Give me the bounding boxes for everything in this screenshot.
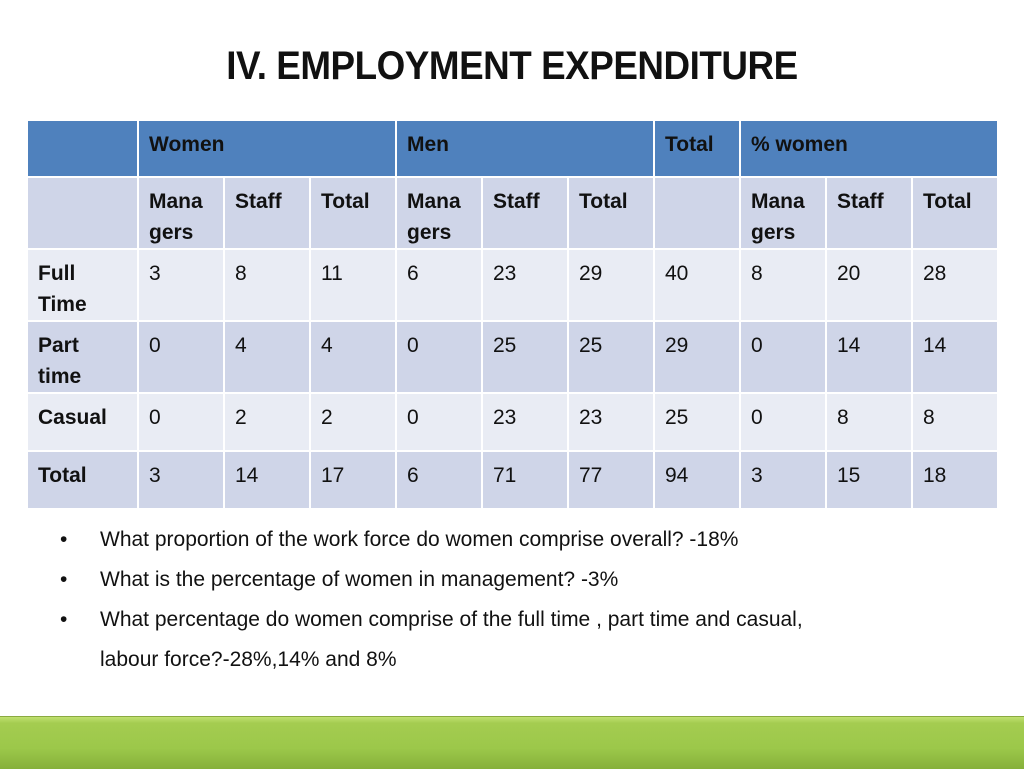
sub-header-row: Mana gers Staff Total Mana gers Staff Total Ma… xyxy=(26,176,999,250)
bullet-text: What percentage do women comprise of the… xyxy=(100,608,803,631)
bullet-text: What is the percentage of women in manag… xyxy=(100,568,619,591)
table-cell: 8 xyxy=(739,248,827,322)
table-cell: 17 xyxy=(309,450,397,510)
table-cell: 2 xyxy=(309,392,397,452)
row-label: Casual xyxy=(26,392,139,452)
table-cell: 3 xyxy=(739,450,827,510)
table-cell: 20 xyxy=(825,248,913,322)
table-cell: 25 xyxy=(567,320,655,394)
group-header-row: Women Men Total% women xyxy=(26,119,999,178)
sub-header-cell: Total xyxy=(911,176,999,250)
group-header-cell xyxy=(26,119,139,178)
table-cell: 40 xyxy=(653,248,741,322)
table-cell: 8 xyxy=(825,392,913,452)
table-cell: 29 xyxy=(653,320,741,394)
table-cell: 6 xyxy=(395,450,483,510)
table-cell: 15 xyxy=(825,450,913,510)
table-cell: 28 xyxy=(911,248,999,322)
table-cell: 23 xyxy=(567,392,655,452)
bullet-text: What proportion of the work force do wom… xyxy=(100,528,739,551)
table-cell: 77 xyxy=(567,450,655,510)
table-cell: 25 xyxy=(481,320,569,394)
group-header-cell: Total xyxy=(653,119,741,178)
sub-header-cell: Total xyxy=(309,176,397,250)
group-header-cell: Men xyxy=(395,119,655,178)
table-cell: 14 xyxy=(911,320,999,394)
sub-header-cell: Mana gers xyxy=(739,176,827,250)
table-cell: 0 xyxy=(739,392,827,452)
sub-header-cell: Mana gers xyxy=(395,176,483,250)
group-header-cell: Women xyxy=(137,119,397,178)
table-cell: 11 xyxy=(309,248,397,322)
group-header-cell: % women xyxy=(739,119,999,178)
table-cell: 4 xyxy=(223,320,311,394)
sub-header-cell: Staff xyxy=(481,176,569,250)
table-cell: 71 xyxy=(481,450,569,510)
table-cell: 0 xyxy=(137,392,225,452)
table-cell: 6 xyxy=(395,248,483,322)
table-cell: 2 xyxy=(223,392,311,452)
table-cell: 14 xyxy=(223,450,311,510)
table-cell: 4 xyxy=(309,320,397,394)
table-cell: 94 xyxy=(653,450,741,510)
bullet-item: • What percentage do women comprise of th… xyxy=(60,600,803,640)
table-cell: 18 xyxy=(911,450,999,510)
table-row: Part time 0 4 4 0 25 25 29 0 14 14 xyxy=(26,320,999,394)
employment-table: Women Men Total% women Mana gers Staff Total M… xyxy=(26,119,999,510)
table-cell: 23 xyxy=(481,392,569,452)
table-cell: 0 xyxy=(395,320,483,394)
table-cell: 25 xyxy=(653,392,741,452)
bullet-item: • What proportion of the work force do wo… xyxy=(60,520,803,560)
slide-title: IV. EMPLOYMENT EXPENDITURE xyxy=(226,44,798,88)
row-label: Part time xyxy=(26,320,139,394)
table-cell: 8 xyxy=(223,248,311,322)
sub-header-cell xyxy=(653,176,741,250)
table-cell: 3 xyxy=(137,450,225,510)
table-cell: 0 xyxy=(137,320,225,394)
sub-header-cell: Staff xyxy=(223,176,311,250)
table-cell: 3 xyxy=(137,248,225,322)
bullet-item: • What is the percentage of women in mana… xyxy=(60,560,803,600)
sub-header-cell: Mana gers xyxy=(137,176,225,250)
bullet-icon: • xyxy=(60,608,68,631)
table-cell: 23 xyxy=(481,248,569,322)
bullet-icon: • xyxy=(60,528,68,551)
row-label: Full Time xyxy=(26,248,139,322)
sub-header-cell xyxy=(26,176,139,250)
table-cell: 29 xyxy=(567,248,655,322)
table-cell: 14 xyxy=(825,320,913,394)
row-label: Total xyxy=(26,450,139,510)
table-row: Total 3 14 17 6 71 77 94 3 15 18 xyxy=(26,450,999,510)
bullet-icon: • xyxy=(60,568,68,591)
table-cell: 8 xyxy=(911,392,999,452)
table-cell: 0 xyxy=(739,320,827,394)
sub-header-cell: Staff xyxy=(825,176,913,250)
bullet-continuation: labour force?-28%,14% and 8% xyxy=(100,648,397,671)
footer-bar xyxy=(0,716,1024,769)
bullet-list: • What proportion of the work force do wo… xyxy=(60,520,803,680)
sub-header-cell: Total xyxy=(567,176,655,250)
table-row: Casual 0 2 2 0 23 23 25 0 8 8 xyxy=(26,392,999,452)
table-cell: 0 xyxy=(395,392,483,452)
table-row: Full Time 3 8 11 6 23 29 40 8 20 28 xyxy=(26,248,999,322)
